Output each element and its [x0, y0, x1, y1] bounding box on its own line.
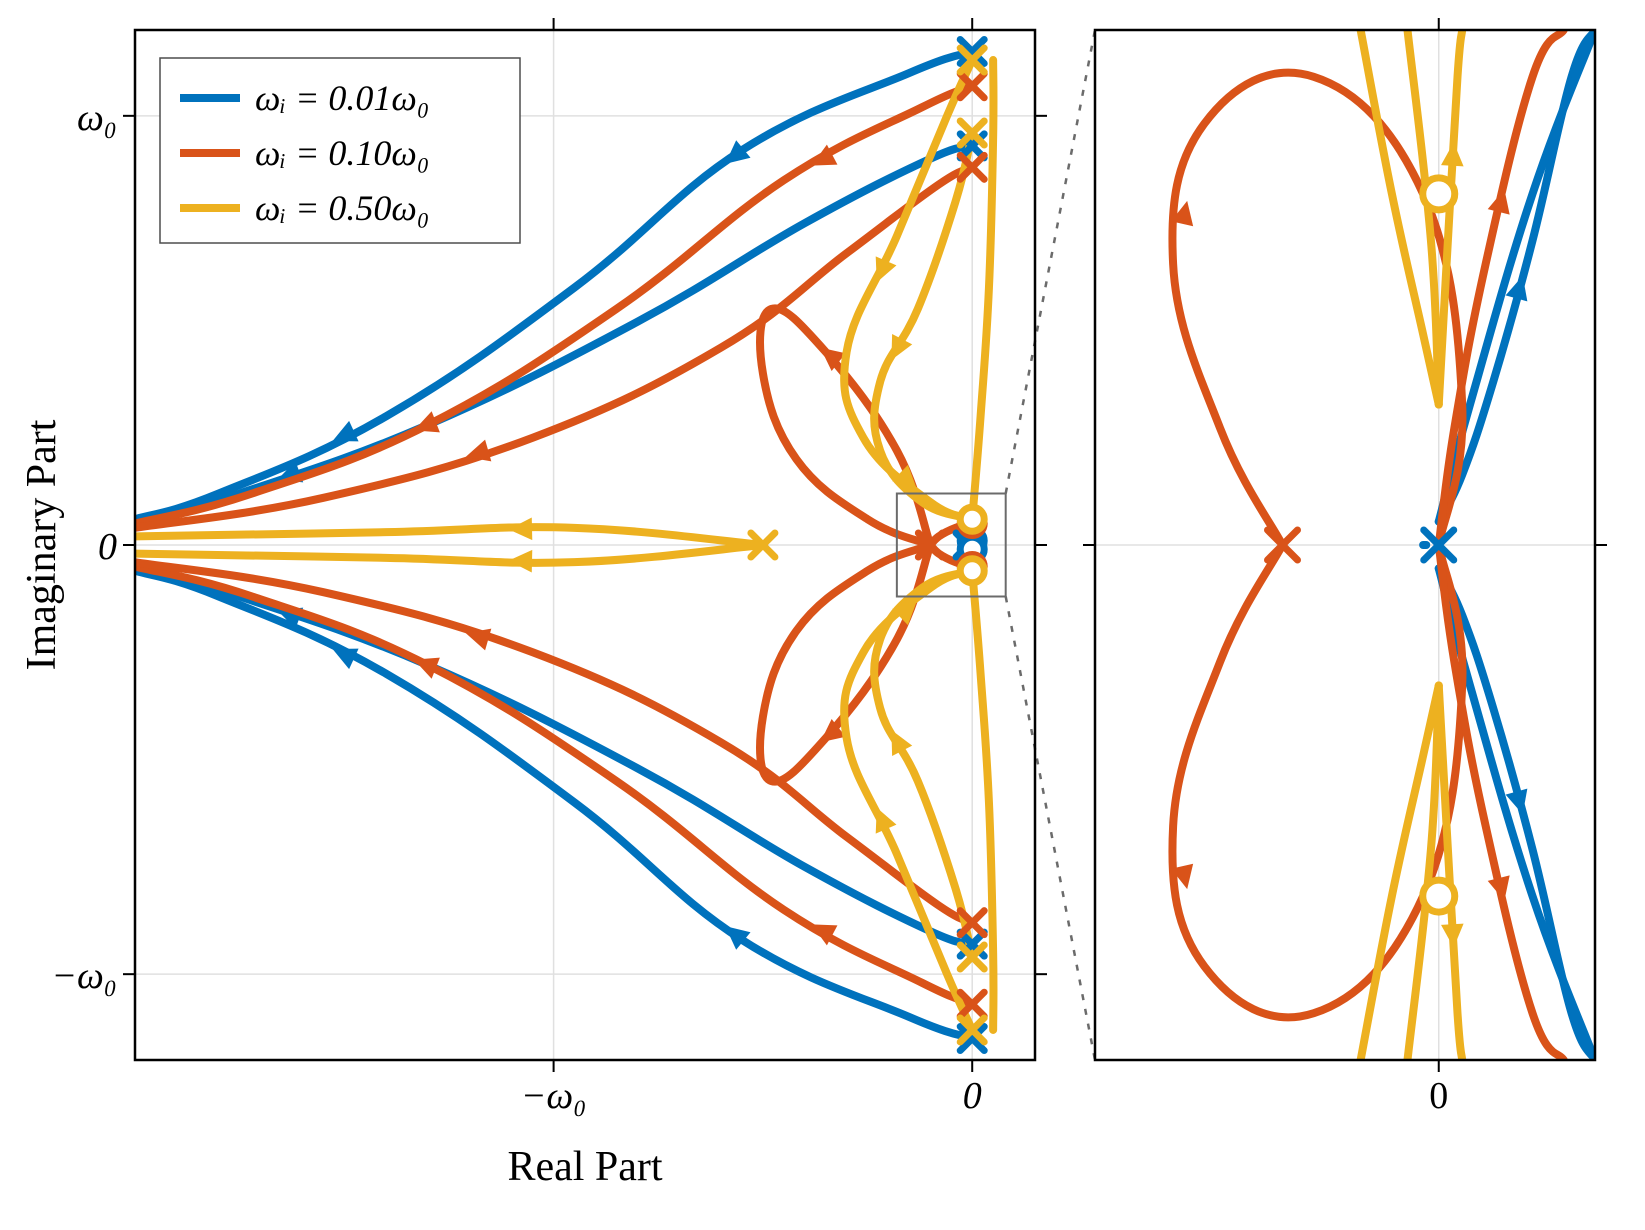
locus-yellow — [135, 527, 763, 545]
ylabel: Imaginary Part — [19, 419, 65, 670]
zero-marker — [960, 559, 984, 583]
legend-label: ωᵢ = 0.10ω₀ — [255, 133, 429, 173]
ytick-label: 0 — [98, 526, 117, 568]
zero-marker — [1423, 178, 1455, 210]
legend-label: ωᵢ = 0.01ω₀ — [255, 78, 429, 118]
arrow-head — [509, 517, 533, 540]
locus-yellow — [844, 60, 972, 519]
ytick-label: ω₀ — [77, 97, 117, 139]
ytick-label: −ω₀ — [51, 955, 117, 997]
xlabel: Real Part — [507, 1144, 662, 1190]
locus-yellow — [135, 545, 763, 563]
legend-label: ωᵢ = 0.50ω₀ — [255, 188, 429, 228]
arrow-head — [509, 550, 533, 573]
locus-yellow — [844, 571, 972, 1030]
root-locus-svg: −ω₀ 0 −ω₀ 0 ω₀ Imaginary Part Real Part 0 ωᵢ = 0… — [0, 0, 1645, 1230]
xtick-label: 0 — [963, 1075, 982, 1117]
xtick-label: −ω₀ — [521, 1075, 587, 1117]
root-locus-figure: −ω₀ 0 −ω₀ 0 ω₀ Imaginary Part Real Part 0 ωᵢ = 0… — [0, 0, 1645, 1230]
zero-marker — [1423, 880, 1455, 912]
inset-xtick-label: 0 — [1429, 1075, 1448, 1117]
zero-marker — [960, 507, 984, 531]
